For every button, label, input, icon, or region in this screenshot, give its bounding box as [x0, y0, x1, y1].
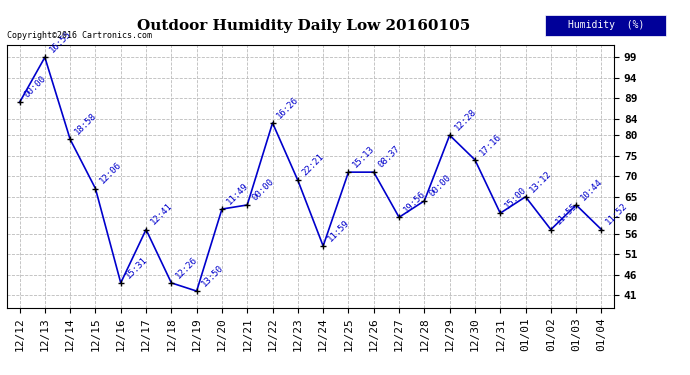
Text: 08:37: 08:37	[377, 144, 402, 170]
Text: 00:00: 00:00	[427, 173, 453, 198]
Text: 12:28: 12:28	[453, 107, 477, 132]
Text: 10:44: 10:44	[579, 177, 604, 202]
Text: 13:12: 13:12	[529, 169, 553, 194]
Text: 15:31: 15:31	[124, 255, 149, 280]
Text: 11:52: 11:52	[604, 201, 629, 227]
Text: 22:21: 22:21	[301, 152, 326, 178]
Text: 17:16: 17:16	[477, 132, 503, 157]
Text: Humidity  (%): Humidity (%)	[568, 21, 644, 30]
Text: 11:55: 11:55	[553, 201, 579, 227]
Text: 16:55: 16:55	[48, 29, 73, 54]
Text: 12:41: 12:41	[149, 201, 174, 227]
Text: 00:00: 00:00	[22, 74, 48, 100]
Text: 12:06: 12:06	[98, 160, 124, 186]
Text: 15:00: 15:00	[503, 185, 529, 210]
Text: 16:26: 16:26	[275, 95, 301, 120]
Text: 00:00: 00:00	[250, 177, 275, 202]
Text: 15:13: 15:13	[351, 144, 377, 170]
Text: 12:26: 12:26	[174, 255, 199, 280]
Text: 11:49: 11:49	[225, 181, 250, 206]
Text: 19:56: 19:56	[402, 189, 427, 214]
Text: 11:59: 11:59	[326, 218, 351, 243]
Text: Outdoor Humidity Daily Low 20160105: Outdoor Humidity Daily Low 20160105	[137, 19, 470, 33]
Text: 13:50: 13:50	[199, 263, 225, 288]
Text: 18:58: 18:58	[73, 111, 98, 136]
Text: Copyright©2016 Cartronics.com: Copyright©2016 Cartronics.com	[7, 31, 152, 40]
